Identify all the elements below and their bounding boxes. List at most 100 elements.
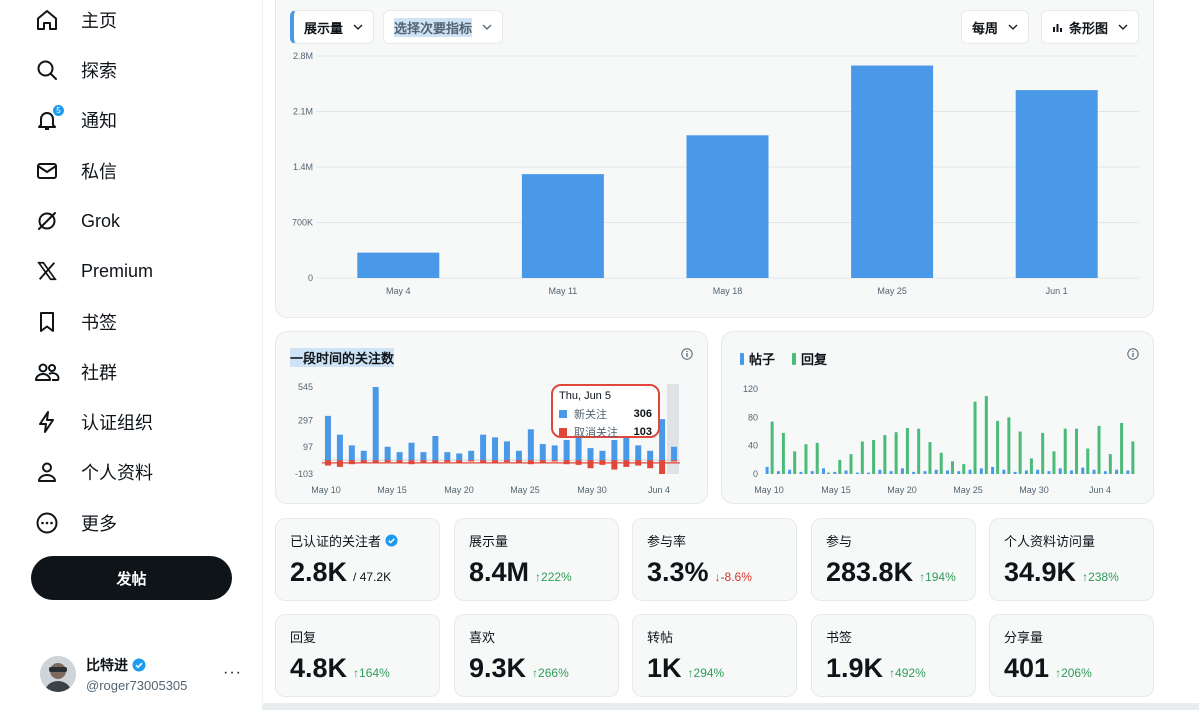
bookmark-icon	[34, 309, 60, 335]
period-dropdown[interactable]: 每周	[961, 10, 1030, 44]
bar	[770, 421, 774, 474]
legend-posts[interactable]: 帖子	[740, 349, 775, 368]
y-tick-label: 2.1M	[293, 107, 313, 117]
bar	[788, 469, 792, 474]
bar	[611, 460, 618, 470]
posts-replies-card: 帖子 回复 0 40 80 120 May 10 May 15 May 20 May 25 Ma…	[721, 331, 1154, 504]
x-tick-label: Jun 4	[1089, 485, 1111, 495]
stat-card[interactable]: 分享量 401 ↑206%	[989, 614, 1154, 697]
bar	[951, 461, 954, 474]
bar	[527, 460, 534, 465]
bar	[923, 471, 927, 474]
chevron-down-icon	[1118, 24, 1128, 30]
bar	[468, 450, 475, 461]
stat-change: ↑294%	[687, 666, 725, 680]
bar	[444, 452, 451, 461]
stat-label: 参与率	[647, 534, 687, 549]
sidebar-item-label: 主页	[81, 11, 117, 31]
sidebar-item-profile[interactable]: 个人资料	[34, 452, 153, 492]
stat-label-row: 书签	[826, 627, 852, 646]
bar	[420, 460, 427, 463]
x-tick-label: May 30	[1019, 485, 1049, 495]
sidebar-item-bookmarks[interactable]: 书签	[34, 302, 117, 342]
sidebar-item-label: 更多	[81, 514, 117, 534]
stat-value-row: 3.3% ↓-8.6%	[647, 557, 752, 588]
stat-value-row: 4.8K ↑164%	[290, 653, 390, 684]
more-horizontal-icon[interactable]: ···	[223, 664, 242, 681]
sidebar-item-verified-orgs[interactable]: 认证组织	[34, 402, 153, 442]
bar	[396, 460, 403, 463]
bar	[912, 471, 916, 474]
tooltip-label: 取消关注	[574, 427, 618, 439]
legend-swatch	[740, 352, 744, 365]
info-icon[interactable]	[1127, 348, 1139, 360]
primary-metric-dropdown[interactable]: 展示量	[290, 10, 375, 44]
stat-card[interactable]: 已认证的关注者 2.8K / 47.2K	[275, 518, 440, 601]
bar	[1015, 90, 1098, 278]
bar	[357, 252, 440, 278]
sidebar-item-grok[interactable]: Grok	[34, 201, 120, 241]
bar	[420, 452, 427, 461]
secondary-metric-dropdown[interactable]: 选择次要指标	[383, 10, 504, 44]
stat-value: 1K	[647, 653, 682, 683]
x-tick-label: May 20	[444, 485, 474, 495]
bar	[396, 452, 403, 461]
tooltip-value: 306	[633, 408, 652, 420]
bar	[827, 472, 830, 474]
legend-replies[interactable]: 回复	[792, 349, 827, 368]
grok-icon	[34, 208, 60, 234]
bar	[575, 434, 582, 461]
sidebar-item-home[interactable]: 主页	[34, 0, 117, 40]
sidebar-item-notifications[interactable]: 5 通知	[34, 100, 117, 140]
sidebar-item-communities[interactable]: 社群	[34, 352, 117, 392]
sidebar-item-label: 社群	[81, 363, 117, 383]
sidebar-item-more[interactable]: 更多	[34, 503, 117, 543]
chart-type-dropdown[interactable]: 条形图	[1041, 10, 1140, 44]
bar	[822, 468, 825, 474]
info-icon[interactable]	[681, 348, 693, 360]
stat-card[interactable]: 书签 1.9K ↑492%	[811, 614, 976, 697]
stat-label-row: 转帖	[647, 627, 673, 646]
stat-label: 个人资料访问量	[1004, 534, 1096, 549]
bar	[917, 428, 921, 474]
stat-card[interactable]: 转帖 1K ↑294%	[632, 614, 797, 697]
sidebar-item-explore[interactable]: 探索	[34, 50, 117, 90]
stat-card[interactable]: 参与率 3.3% ↓-8.6%	[632, 518, 797, 601]
stat-card[interactable]: 展示量 8.4M ↑222%	[454, 518, 619, 601]
bar	[521, 174, 604, 278]
stat-label: 回复	[290, 630, 317, 645]
bar	[360, 460, 367, 464]
bar	[659, 460, 666, 474]
stat-card[interactable]: 喜欢 9.3K ↑266%	[454, 614, 619, 697]
y-tick-label: 2.8M	[293, 51, 313, 61]
stat-value: 283.8K	[826, 557, 914, 587]
bar	[372, 387, 379, 461]
bar	[336, 460, 343, 467]
bar	[905, 427, 909, 474]
bar	[1070, 470, 1073, 474]
lightning-icon	[34, 409, 60, 435]
x-tick-label: May 25	[877, 286, 907, 296]
bar	[1058, 468, 1062, 474]
bar	[1108, 454, 1112, 474]
bar	[855, 472, 859, 474]
bar	[659, 419, 666, 461]
sidebar-item-premium[interactable]: Premium	[34, 251, 153, 291]
stat-value-row: 8.4M ↑222%	[469, 557, 572, 588]
stat-label: 分享量	[1004, 630, 1044, 645]
bar	[1036, 469, 1040, 474]
account-switcher[interactable]: 比特进 @roger73005305 ···	[40, 652, 250, 696]
bar	[996, 420, 1000, 474]
bar	[1063, 428, 1067, 474]
bar	[539, 460, 546, 464]
bar	[973, 401, 977, 474]
x-tick-label: May 10	[311, 485, 341, 495]
post-button[interactable]: 发帖	[31, 556, 232, 600]
stat-card[interactable]: 回复 4.8K ↑164%	[275, 614, 440, 697]
stat-card[interactable]: 个人资料访问量 34.9K ↑238%	[989, 518, 1154, 601]
stat-card[interactable]: 参与 283.8K ↑194%	[811, 518, 976, 601]
sidebar-item-messages[interactable]: 私信	[34, 151, 117, 191]
stat-value: 8.4M	[469, 557, 530, 587]
more-circle-icon	[34, 510, 60, 536]
x-tick-label: May 20	[887, 485, 917, 495]
